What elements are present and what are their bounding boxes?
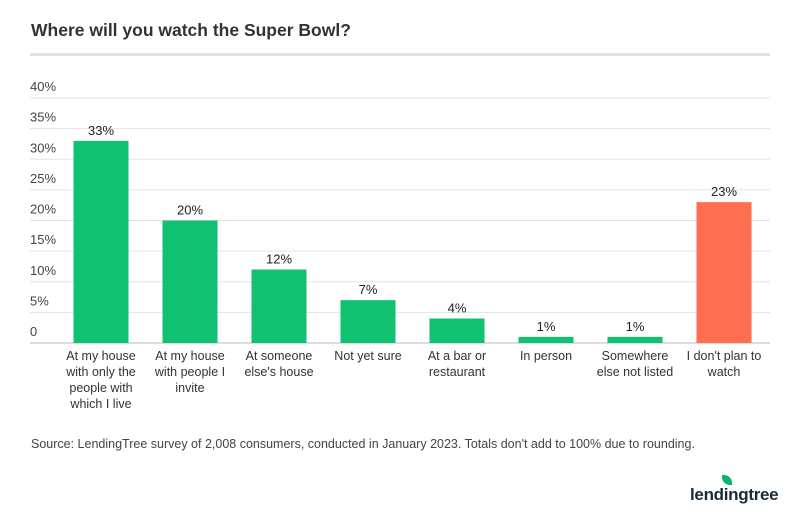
y-tick-label: 30% — [30, 140, 56, 155]
x-tick-label: At my house — [155, 349, 225, 363]
logo-text: lendingtree — [690, 485, 779, 504]
y-tick-label: 0 — [30, 324, 37, 339]
y-tick-label: 10% — [30, 263, 56, 278]
x-tick-label: At my house — [66, 349, 136, 363]
x-tick-label: watch — [707, 365, 741, 379]
bar — [429, 318, 485, 343]
data-label: 20% — [177, 203, 203, 218]
x-tick-label: In person — [520, 349, 572, 363]
data-label: 1% — [537, 319, 556, 334]
chart-title: Where will you watch the Super Bowl? — [31, 20, 351, 40]
x-tick-label: else's house — [244, 365, 313, 379]
y-tick-label: 35% — [30, 110, 56, 125]
x-tick-label: Somewhere — [602, 349, 669, 363]
bar — [518, 336, 574, 343]
x-tick-label: with only the — [65, 365, 136, 379]
bar — [162, 220, 218, 343]
lendingtree-logo: lendingtree — [690, 475, 779, 505]
leaf-icon — [722, 475, 732, 485]
bar — [696, 202, 752, 343]
data-label: 1% — [626, 319, 645, 334]
bar — [251, 269, 307, 343]
y-tick-label: 20% — [30, 202, 56, 217]
source-note: Source: LendingTree survey of 2,008 cons… — [31, 437, 695, 451]
x-tick-label: I don't plan to — [687, 349, 762, 363]
data-label: 23% — [711, 184, 737, 199]
bar — [607, 336, 663, 343]
data-label: 33% — [88, 123, 114, 138]
x-tick-label: At someone — [246, 349, 313, 363]
x-tick-label: restaurant — [429, 365, 486, 379]
x-tick-label: invite — [175, 381, 204, 395]
x-tick-label: Not yet sure — [334, 349, 401, 363]
bar — [73, 140, 129, 343]
data-label: 4% — [448, 301, 467, 316]
bar — [340, 300, 396, 343]
x-tick-label: with people I — [154, 365, 225, 379]
y-tick-label: 25% — [30, 171, 56, 186]
x-tick-label: else not listed — [597, 365, 673, 379]
bar-chart: 0 5% 10% 15% 20% 25% 30% 35% 40% 33% At my house wi… — [30, 79, 770, 411]
x-tick-label: which I live — [69, 397, 131, 411]
title-divider — [30, 53, 770, 56]
x-tick-label: At a bar or — [428, 349, 486, 363]
data-label: 7% — [359, 282, 378, 297]
data-label: 12% — [266, 252, 292, 267]
y-tick-label: 40% — [30, 79, 56, 94]
y-tick-label: 5% — [30, 293, 49, 308]
y-tick-label: 15% — [30, 232, 56, 247]
x-tick-label: people with — [69, 381, 132, 395]
